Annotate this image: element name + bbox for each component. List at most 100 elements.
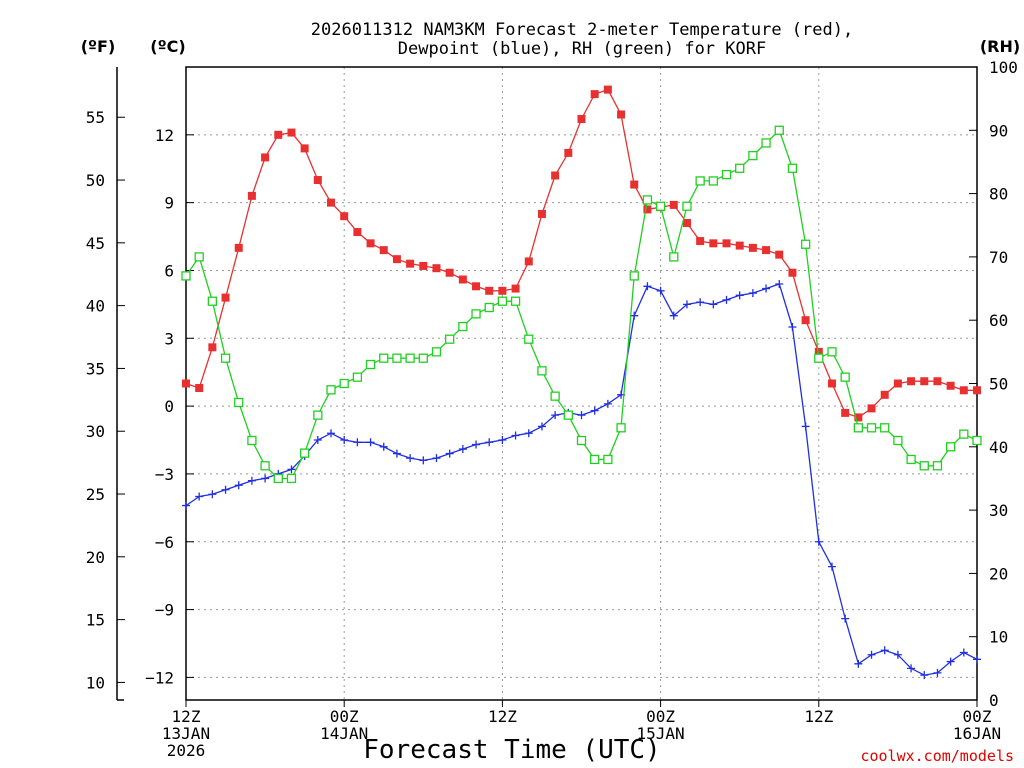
dewpoint-point <box>827 562 836 571</box>
dewpoint-series <box>182 280 981 680</box>
2-meter-temperature-point <box>524 257 533 266</box>
fahrenheit-tick-label: 10 <box>86 673 105 692</box>
rh-point <box>669 252 679 262</box>
rh-point <box>247 435 257 446</box>
dewpoint-point <box>537 422 546 431</box>
2-meter-temperature-point <box>696 237 705 246</box>
fahrenheit-tick-label: 30 <box>86 422 105 441</box>
dewpoint-point <box>814 537 823 546</box>
rh-point <box>972 435 982 446</box>
2-meter-temperature-point <box>366 239 375 248</box>
rh-point <box>510 296 521 306</box>
2-meter-temperature-series <box>182 85 981 422</box>
rh-point <box>629 271 639 281</box>
dewpoint-point <box>735 291 744 300</box>
rh-axis-unit: (RH) <box>980 37 1020 56</box>
2-meter-temperature-point <box>498 286 507 295</box>
dewpoint-point <box>353 438 362 447</box>
rh-tick-label: 30 <box>989 501 1008 520</box>
rh-point <box>313 410 323 420</box>
dewpoint-point <box>261 474 270 483</box>
celsius-tick-label: −9 <box>155 601 174 620</box>
rh-point <box>286 473 297 484</box>
fahrenheit-tick-label: 25 <box>86 485 105 504</box>
2-meter-temperature-point <box>617 110 626 119</box>
dewpoint-point <box>893 650 902 659</box>
rh-point <box>458 321 468 332</box>
rh-point <box>616 423 626 433</box>
rh-point <box>379 353 389 363</box>
rh-point <box>405 353 415 363</box>
rh-tick-label: 40 <box>989 438 1008 457</box>
x-tick-label: 16JAN <box>953 724 1001 743</box>
rh-tick-label: 70 <box>989 248 1008 267</box>
rh-point <box>906 454 916 465</box>
rh-tick-label: 100 <box>989 58 1018 77</box>
2-meter-temperature-point <box>458 275 467 284</box>
2-meter-temperature-point <box>643 205 652 214</box>
rh-point <box>537 366 547 376</box>
2-meter-temperature-line <box>185 88 977 419</box>
celsius-tick-label: −12 <box>145 668 174 687</box>
dewpoint-point <box>511 431 520 440</box>
2-meter-temperature-point <box>472 282 481 291</box>
dewpoint-point <box>669 311 678 320</box>
2-meter-temperature-point <box>893 379 902 388</box>
dewpoint-point <box>182 501 190 510</box>
rh-point <box>418 353 428 363</box>
dewpoint-point <box>682 300 691 309</box>
2-meter-temperature-point <box>419 261 428 270</box>
rh-point <box>893 435 903 446</box>
celsius-tick-label: 0 <box>164 397 174 416</box>
rh-point <box>761 138 771 148</box>
fahrenheit-tick-label: 35 <box>86 359 105 378</box>
rh-point <box>787 163 798 173</box>
dewpoint-point <box>327 429 336 438</box>
dewpoint-point <box>854 659 863 668</box>
2-meter-temperature-point <box>300 144 309 153</box>
grid-lines <box>186 67 977 700</box>
rh-point <box>352 372 363 382</box>
dewpoint-point <box>406 454 415 463</box>
dewpoint-point <box>432 454 441 463</box>
rh-point <box>576 435 587 446</box>
celsius-tick-label: 6 <box>164 261 174 280</box>
2-meter-temperature-point <box>327 198 336 207</box>
dewpoint-point <box>340 436 349 445</box>
rh-tick-label: 60 <box>989 311 1008 330</box>
rh-tick-label: 0 <box>989 691 999 710</box>
dewpoint-point <box>841 614 850 623</box>
rh-point <box>484 302 494 313</box>
celsius-tick-label: 3 <box>164 329 174 348</box>
dewpoint-point <box>379 442 388 451</box>
2-meter-temperature-point <box>551 171 560 180</box>
dewpoint-point <box>696 298 705 307</box>
2-meter-temperature-point <box>247 191 256 200</box>
rh-point <box>181 271 191 281</box>
dewpoint-point <box>656 286 665 295</box>
2-meter-temperature-point <box>788 268 797 277</box>
credit-text: coolwx.com/models <box>860 747 1014 765</box>
rh-tick-label: 50 <box>989 375 1008 394</box>
dewpoint-point <box>366 438 375 447</box>
fahrenheit-tick-label: 15 <box>86 611 105 630</box>
chart-title-line-2: Dewpoint (blue), RH (green) for KORF <box>398 39 766 59</box>
dewpoint-point <box>221 485 230 494</box>
dewpoint-point <box>920 671 929 680</box>
rh-point <box>299 448 310 458</box>
dewpoint-point <box>419 456 428 465</box>
2-meter-temperature-point <box>682 218 691 227</box>
rh-point <box>445 334 455 344</box>
2-meter-temperature-point <box>208 343 217 352</box>
2-meter-temperature-point <box>261 153 270 162</box>
2-meter-temperature-point <box>182 379 190 388</box>
dewpoint-point <box>208 490 217 499</box>
rh-point <box>919 461 929 471</box>
rh-point <box>392 353 402 363</box>
rh-point <box>220 353 231 363</box>
rh-point <box>682 201 692 211</box>
rh-point <box>207 296 218 306</box>
2-meter-temperature-point <box>511 284 520 293</box>
rh-tick-label: 10 <box>989 628 1008 647</box>
2-meter-temperature-point <box>313 176 322 185</box>
